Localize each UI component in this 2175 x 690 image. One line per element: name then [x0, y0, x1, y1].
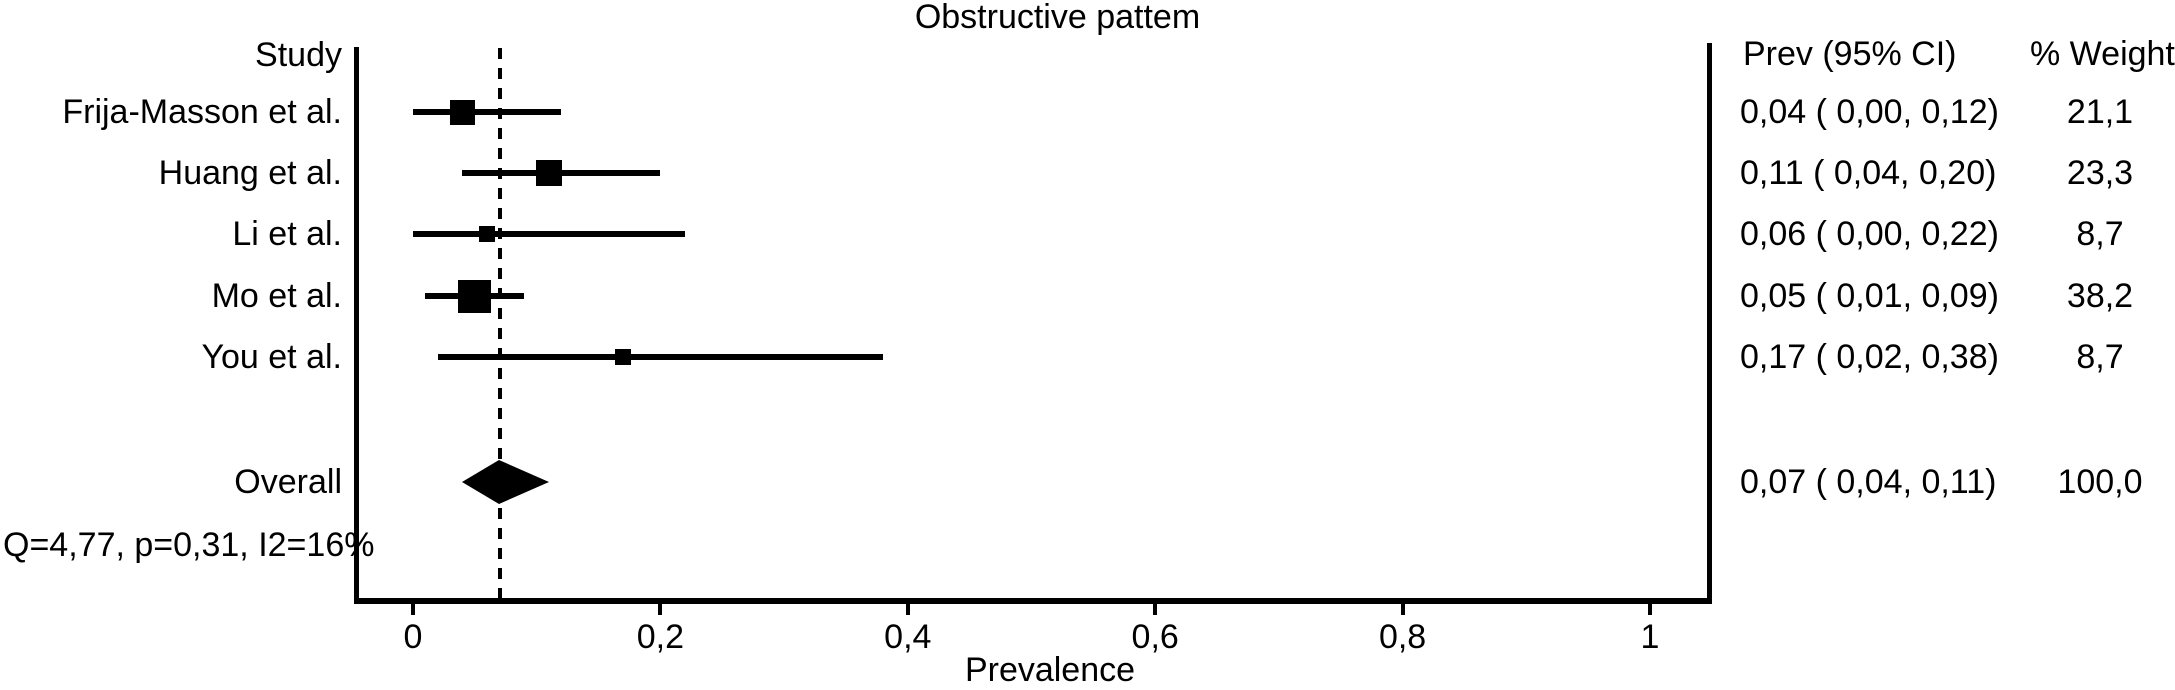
weight-value: 8,7 [2076, 215, 2124, 253]
x-axis-tick-label: 0,4 [884, 618, 932, 656]
study-column-header: Study [255, 36, 342, 74]
effect-marker [536, 160, 563, 186]
y-axis-line-left [354, 47, 359, 604]
effect-marker [479, 226, 496, 242]
study-label: Mo et al. [211, 277, 342, 315]
reference-dashed-line [497, 48, 502, 600]
study-label: Frija-Masson et al. [62, 93, 342, 131]
weight-value: 23,3 [2066, 154, 2134, 192]
ci-whisker [437, 354, 884, 360]
x-axis-tick-label: 1 [1640, 618, 1660, 656]
weight-value: 21,1 [2066, 93, 2134, 131]
overall-label: Overall [234, 463, 342, 501]
prev-ci-column-header: Prev (95% CI) [1743, 35, 1957, 73]
prev-ci-value: 0,05 ( 0,01, 0,09) [1740, 277, 1999, 315]
ci-whisker [413, 109, 562, 115]
x-axis-tick-label: 0,2 [636, 618, 685, 656]
prev-ci-value: 0,07 ( 0,04, 0,11) [1740, 463, 1997, 501]
x-axis-tick [1400, 604, 1405, 615]
x-axis-tick-label: 0,6 [1131, 618, 1179, 656]
chart-title: Obstructive pattem [914, 0, 1201, 36]
x-axis-line [354, 598, 1712, 604]
x-axis-title: Prevalence [964, 651, 1136, 689]
x-axis-tick [411, 604, 415, 615]
study-label: You et al. [201, 338, 342, 376]
weight-value: 38,2 [2066, 277, 2134, 315]
x-axis-tick [658, 604, 663, 615]
study-label: Li et al. [232, 215, 342, 253]
effect-marker [449, 99, 475, 125]
prev-ci-value: 0,17 ( 0,02, 0,38) [1740, 338, 1999, 376]
x-axis-tick [905, 604, 910, 615]
prev-ci-value: 0,06 ( 0,00, 0,22) [1740, 215, 1999, 253]
prev-ci-value: 0,04 ( 0,00, 0,12) [1740, 93, 1999, 131]
x-axis-tick [1648, 604, 1652, 615]
effect-marker [458, 279, 492, 313]
x-axis-tick-label: 0 [403, 618, 423, 656]
weight-value: 100,0 [2057, 463, 2143, 501]
study-label: Huang et al. [158, 154, 342, 192]
prev-ci-value: 0,11 ( 0,04, 0,20) [1740, 154, 1997, 192]
overall-diamond [462, 460, 550, 504]
x-axis-tick-label: 0,8 [1378, 618, 1427, 656]
heterogeneity-stats: Q=4,77, p=0,31, I2=16% [3, 526, 375, 564]
weight-value: 8,7 [2076, 338, 2124, 376]
plot-border-right [1707, 43, 1712, 604]
effect-marker [615, 349, 632, 365]
weight-column-header: % Weight [2030, 35, 2175, 73]
ci-whisker [413, 231, 686, 237]
x-axis-tick [1153, 604, 1158, 615]
